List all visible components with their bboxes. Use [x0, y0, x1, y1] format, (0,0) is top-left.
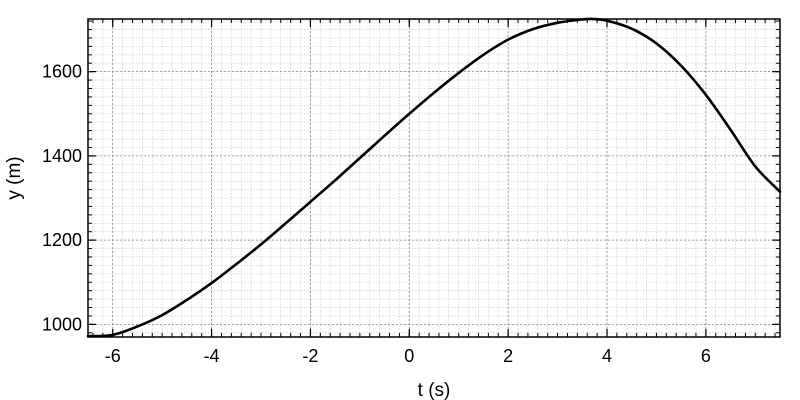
minor-grid	[88, 19, 780, 337]
x-tick-labels: -6 -4 -2 0 2 4 6	[105, 346, 711, 366]
x-tick-label: 4	[602, 346, 612, 366]
x-tick-label: -4	[204, 346, 220, 366]
x-tick-label: 6	[701, 346, 711, 366]
x-tick-label: 0	[404, 346, 414, 366]
y-tick-label: 1200	[42, 230, 82, 250]
series-layer	[86, 17, 782, 338]
series-line	[86, 17, 782, 338]
plot-frame	[87, 18, 781, 338]
x-tick-label: 2	[503, 346, 513, 366]
y-axis-title: y (m)	[4, 156, 25, 199]
y-tick-label: 1600	[42, 62, 82, 82]
major-grid	[88, 19, 780, 337]
y-tick-labels: 1000 1200 1400 1600	[42, 62, 82, 335]
y-tick-label: 1000	[42, 314, 82, 334]
x-tick-label: -6	[105, 346, 121, 366]
y-tick-label: 1400	[42, 146, 82, 166]
axis-ticks	[88, 19, 780, 337]
x-axis-title: t (s)	[418, 380, 451, 400]
x-tick-label: -2	[302, 346, 318, 366]
